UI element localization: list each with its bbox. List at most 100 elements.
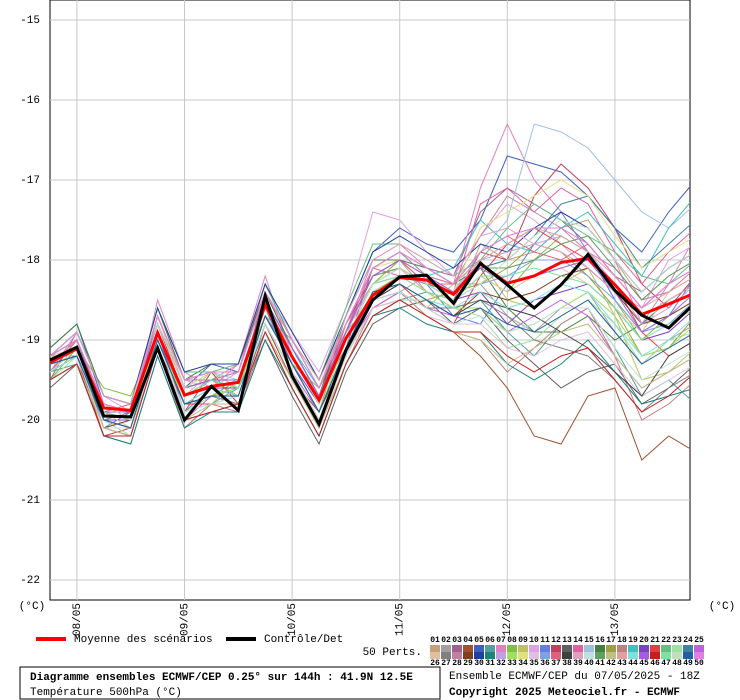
legend-label: 32 [496, 659, 506, 668]
legend-label: 46 [650, 659, 660, 668]
legend-swatch [551, 652, 561, 659]
member-line [50, 227, 690, 413]
legend-swatch [474, 652, 484, 659]
legend-label: 14 [573, 636, 583, 645]
y-tick-label: -18 [20, 255, 40, 267]
x-tick-label: 13/05 [610, 603, 622, 636]
legend-label: 26 [430, 659, 440, 668]
legend-label: 36 [540, 659, 550, 668]
legend-label: 07 [496, 636, 506, 645]
member-line [50, 283, 690, 429]
legend-label: 04 [463, 636, 473, 645]
legend-swatch [617, 652, 627, 659]
copyright: Copyright 2025 Meteociel.fr - ECMWF [449, 687, 680, 699]
legend-label: 11 [540, 636, 550, 645]
legend-label: 10 [529, 636, 539, 645]
legend-label: 18 [617, 636, 627, 645]
legend-label: 40 [584, 659, 594, 668]
run-info: Ensemble ECMWF/CEP du 07/05/2025 - 18Z [449, 671, 700, 683]
legend-swatch [507, 652, 517, 659]
legend-label: 01 [430, 636, 440, 645]
legend-label: 47 [661, 659, 671, 668]
legend-swatch [441, 645, 451, 652]
legend-swatch [639, 645, 649, 652]
legend-label: 24 [683, 636, 693, 645]
y-tick-label: -15 [20, 15, 40, 27]
legend-label: 05 [474, 636, 484, 645]
legend-label: 16 [595, 636, 605, 645]
legend-label: 30 [474, 659, 484, 668]
x-tick-label: 09/05 [179, 603, 191, 636]
legend-label: 02 [441, 636, 451, 645]
legend-label: 43 [617, 659, 627, 668]
legend-label: 49 [683, 659, 693, 668]
legend-label: Moyenne des scénarios [74, 634, 213, 646]
legend-swatch [683, 645, 693, 652]
legend-label: 48 [672, 659, 682, 668]
y-tick-label: -19 [20, 335, 40, 347]
legend-swatch [672, 645, 682, 652]
legend-swatch [430, 645, 440, 652]
legend-swatch [639, 652, 649, 659]
legend-label: 35 [529, 659, 539, 668]
legend-swatch [551, 645, 561, 652]
legend-swatch [507, 645, 517, 652]
legend-swatch [683, 652, 693, 659]
legend-swatch [518, 645, 528, 652]
legend-swatch [463, 645, 473, 652]
legend-swatch [430, 652, 440, 659]
legend-label: 41 [595, 659, 605, 668]
legend-label: 17 [606, 636, 616, 645]
y-tick-label: -20 [20, 415, 40, 427]
y-tick-label: -21 [20, 495, 40, 507]
unit-right: (°C) [709, 601, 735, 613]
legend-swatch [452, 645, 462, 652]
legend-label: 19 [628, 636, 638, 645]
legend-label: 23 [672, 636, 682, 645]
legend-swatch [540, 652, 550, 659]
members-label: 50 Perts. [363, 647, 422, 659]
legend-label: 28 [452, 659, 462, 668]
legend-label: 50 [694, 659, 704, 668]
x-tick-label: 08/05 [72, 603, 84, 636]
legend-swatch [661, 652, 671, 659]
legend-label: 12 [551, 636, 561, 645]
legend-swatch [463, 652, 473, 659]
legend-label: 31 [485, 659, 495, 668]
legend-label: 44 [628, 659, 638, 668]
legend-swatch [485, 645, 495, 652]
legend-swatch [562, 652, 572, 659]
legend-swatch [617, 645, 627, 652]
legend-label: 22 [661, 636, 671, 645]
legend-swatch [496, 645, 506, 652]
main-line [50, 256, 690, 412]
legend-swatch [606, 652, 616, 659]
legend-swatch [540, 645, 550, 652]
legend-label: 45 [639, 659, 649, 668]
legend-swatch [694, 645, 704, 652]
legend-label: 34 [518, 659, 528, 668]
unit-left: (°C) [19, 601, 45, 613]
legend-label: 25 [694, 636, 704, 645]
legend-label: 13 [562, 636, 572, 645]
legend-swatch [694, 652, 704, 659]
legend-swatch [441, 652, 451, 659]
y-tick-label: -16 [20, 95, 40, 107]
x-tick-label: 10/05 [287, 603, 299, 636]
legend-swatch [650, 645, 660, 652]
legend-label: 08 [507, 636, 517, 645]
legend-swatch [650, 652, 660, 659]
legend-swatch [584, 652, 594, 659]
legend-label: 03 [452, 636, 462, 645]
legend-label: 20 [639, 636, 649, 645]
legend-swatch [485, 652, 495, 659]
y-tick-label: -17 [20, 175, 40, 187]
legend-swatch [628, 652, 638, 659]
footer-box [19, 666, 441, 700]
legend-label: 39 [573, 659, 583, 668]
legend-label: Contrôle/Det [264, 634, 343, 646]
legend-swatch [562, 645, 572, 652]
legend-label: 15 [584, 636, 594, 645]
lines [50, 122, 690, 461]
